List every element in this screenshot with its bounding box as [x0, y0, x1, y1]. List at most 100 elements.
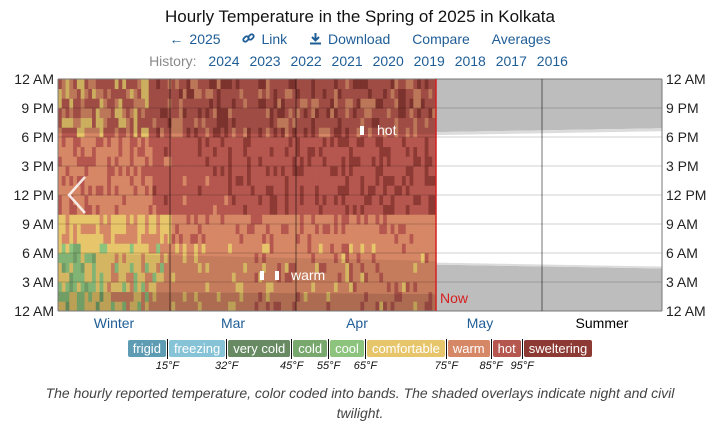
heatmap-cell — [99, 204, 104, 215]
heatmap-cell — [163, 127, 169, 138]
heatmap-cell — [122, 233, 127, 244]
compare-link[interactable]: Compare — [412, 31, 470, 47]
heatmap-cell — [345, 253, 350, 264]
heatmap-cell — [303, 301, 308, 312]
heatmap-cell — [281, 117, 286, 128]
heatmap-cell — [216, 195, 221, 206]
prev-year-link[interactable]: ← 2025 — [169, 31, 220, 47]
heatmap-cell — [103, 166, 108, 177]
heatmap-cell — [92, 233, 97, 244]
history-year-link[interactable]: 2018 — [454, 53, 486, 69]
annotation-hot: hot — [377, 122, 397, 138]
heatmap-cell — [148, 127, 153, 138]
heatmap-cell — [235, 253, 240, 264]
heatmap-cell — [160, 88, 165, 99]
heatmap-cell — [197, 291, 203, 302]
heatmap-cell — [258, 108, 263, 119]
heatmap-cell — [88, 204, 93, 215]
heatmap-cell — [284, 137, 289, 148]
heatmap-cell — [84, 137, 89, 148]
heatmap-cell — [175, 262, 180, 273]
heatmap-cell — [163, 88, 169, 99]
history-year-link[interactable]: 2023 — [249, 53, 281, 69]
future-twilight-evening — [436, 128, 662, 136]
heatmap-cell — [69, 146, 74, 157]
heatmap-cell — [110, 108, 116, 119]
heatmap-cell — [303, 146, 308, 157]
heatmap-cell — [398, 146, 403, 157]
heatmap-cell — [247, 262, 252, 273]
y-tick-label-left: 9 AM — [22, 216, 54, 232]
heatmap-cell — [360, 166, 365, 177]
heatmap-cell — [235, 117, 240, 128]
heatmap-cell — [171, 272, 176, 283]
heatmap-cell — [269, 108, 274, 119]
heatmap-cell — [197, 175, 203, 186]
heatmap-cell — [216, 253, 221, 264]
heatmap-cell — [262, 79, 267, 90]
heatmap-cell — [92, 214, 97, 225]
history-year-link[interactable]: 2020 — [372, 53, 404, 69]
heatmap-cell — [73, 127, 78, 138]
heatmap-cell — [409, 301, 414, 312]
heatmap-cell — [390, 204, 395, 215]
history-year-link[interactable]: 2022 — [290, 53, 322, 69]
heatmap-cell — [220, 301, 225, 312]
heatmap-cell — [394, 262, 399, 273]
history-year-link[interactable]: 2021 — [331, 53, 363, 69]
heatmap-cell — [73, 98, 78, 109]
heatmap-cell — [345, 262, 350, 273]
chevron-left-icon[interactable] — [67, 176, 86, 214]
heatmap-cell — [216, 137, 221, 148]
heatmap-cell — [148, 98, 153, 109]
future-night-evening — [436, 79, 662, 133]
heatmap-cell — [356, 156, 361, 167]
heatmap-cell — [322, 175, 327, 186]
history-year-link[interactable]: 2016 — [536, 53, 568, 69]
legend-threshold-label: 45°F — [280, 360, 304, 372]
history-year-link[interactable]: 2024 — [208, 53, 240, 69]
heatmap-cell — [110, 272, 116, 283]
heatmap-cell — [212, 291, 218, 302]
heatmap-cell — [420, 146, 426, 157]
heatmap-cell — [178, 79, 184, 90]
heatmap-cell — [201, 146, 206, 157]
heatmap-cell — [254, 108, 259, 119]
heatmap-cell — [178, 214, 184, 225]
heatmap-cell — [307, 214, 312, 225]
heatmap-cell — [277, 224, 282, 235]
heatmap-cell — [231, 98, 237, 109]
heatmap-cell — [360, 146, 365, 157]
heatmap-cell — [375, 204, 380, 215]
heatmap-cell — [247, 166, 252, 177]
heatmap-cell — [239, 272, 244, 283]
heatmap-cell — [175, 291, 180, 302]
link-button[interactable]: Link — [242, 31, 287, 47]
heatmap-cell — [401, 204, 407, 215]
heatmap-cell — [424, 166, 429, 177]
heatmap-cell — [201, 301, 206, 312]
heatmap-cell — [311, 272, 316, 283]
heatmap-cell — [254, 88, 259, 99]
averages-link[interactable]: Averages — [491, 31, 551, 47]
heatmap-cell — [284, 156, 289, 167]
heatmap-cell — [386, 156, 392, 167]
heatmap-cell — [349, 291, 354, 302]
heatmap-cell — [367, 214, 373, 225]
history-year-link[interactable]: 2017 — [495, 53, 527, 69]
heatmap-cell — [133, 214, 138, 225]
heatmap-cell — [118, 272, 123, 283]
heatmap-cell — [99, 262, 104, 273]
heatmap-cell — [292, 88, 297, 99]
heatmap-cell — [126, 282, 131, 293]
heatmap-cell — [99, 79, 104, 90]
heatmap-cell — [144, 253, 150, 264]
heatmap-cell — [156, 272, 161, 283]
heatmap-cell — [186, 88, 191, 99]
heatmap-cell — [265, 175, 271, 186]
heatmap-cell — [296, 204, 301, 215]
download-button[interactable]: Download — [309, 31, 390, 47]
history-year-link[interactable]: 2019 — [413, 53, 445, 69]
heatmap-cell — [171, 262, 176, 273]
heatmap-cell — [209, 156, 214, 167]
